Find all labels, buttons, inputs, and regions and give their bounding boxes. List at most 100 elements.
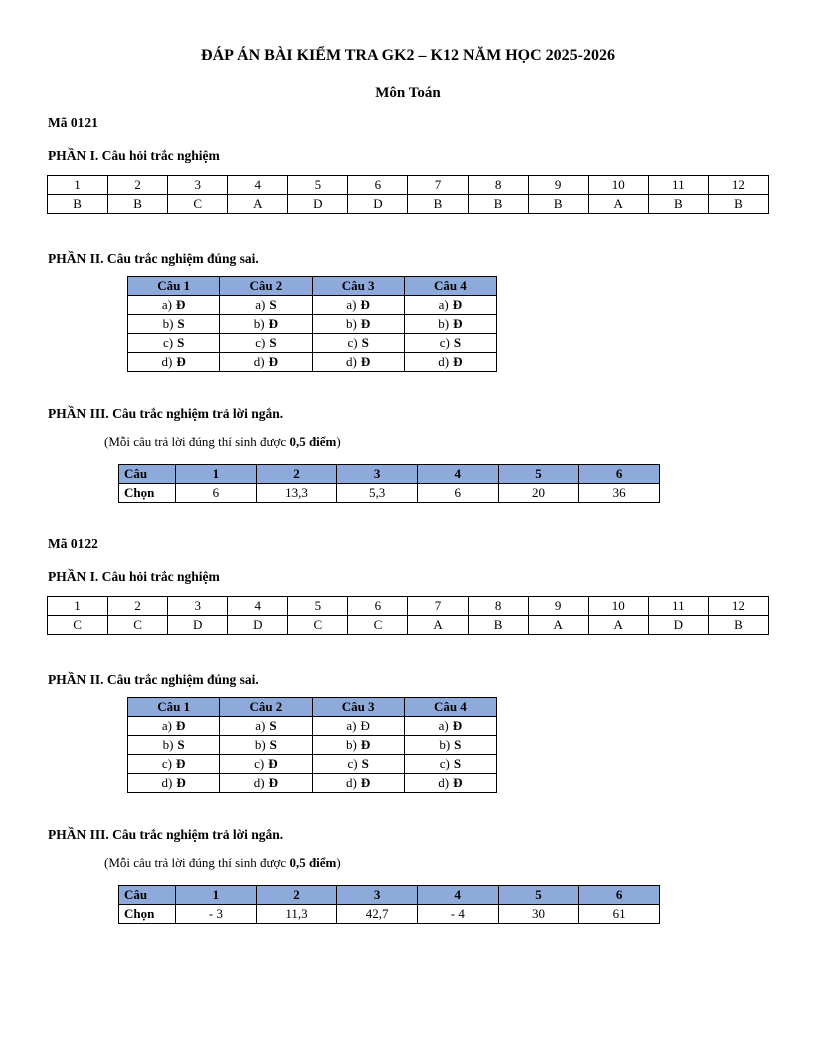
short-answer-value-row: Chọn 6 13,3 5,3 6 20 36	[118, 483, 660, 503]
truefalse-cell: c) S	[219, 333, 313, 353]
note-text-close: )	[336, 855, 341, 870]
question-number-row: 1 2 3 4 5 6 7 8 9 10 11 12	[46, 596, 770, 616]
answer-choice-cell: C	[287, 615, 349, 635]
truefalse-answer: Đ	[175, 756, 186, 771]
truefalse-answer: Đ	[176, 354, 186, 369]
short-answer-number-header: 2	[255, 464, 338, 484]
truefalse-answer: Đ	[360, 718, 370, 733]
answer-choice-cell: C	[347, 615, 409, 635]
truefalse-answer: S	[453, 756, 462, 771]
truefalse-cell: a) S	[219, 716, 313, 736]
truefalse-column-header: Câu 4	[403, 276, 498, 296]
note-points-bold: 0,5 điểm	[289, 434, 337, 449]
answer-choice-cell: C	[107, 615, 169, 635]
exam-code-label: Mã 0121	[48, 115, 98, 130]
truefalse-cell: b) Đ	[403, 314, 498, 334]
short-answer-number-header: 5	[497, 464, 580, 484]
truefalse-cell: c) S	[311, 754, 405, 774]
question-number-cell: 2	[107, 596, 169, 616]
item-letter: a)	[346, 718, 357, 733]
item-letter: c)	[162, 335, 174, 350]
item-letter: c)	[347, 756, 358, 771]
item-letter: c)	[347, 335, 358, 350]
truefalse-cell: c) S	[126, 333, 221, 353]
answer-choice-cell: B	[707, 194, 770, 214]
truefalse-cell: d) Đ	[311, 352, 405, 372]
short-answer-header-row: Câu 1 2 3 4 5 6	[118, 464, 660, 484]
question-number-cell: 9	[527, 596, 589, 616]
short-answer-value-row: Chọn - 3 11,3 42,7- 4 30 61	[118, 904, 660, 924]
short-answer-value-cell: 6	[175, 483, 257, 503]
exam-code-label: Mã 0122	[48, 536, 98, 551]
truefalse-cell: d) Đ	[311, 773, 405, 793]
truefalse-answer: Đ	[360, 354, 371, 369]
truefalse-answer: Đ	[453, 354, 463, 369]
item-letter: b)	[439, 737, 451, 752]
part3-heading: PHẦN III. Câu trắc nghiệm trả lời ngắn.	[48, 827, 284, 842]
note-text: (Mỗi câu trả lời đúng thí sinh được	[104, 434, 290, 449]
truefalse-header-row: Câu 1 Câu 2 Câu 3 Câu 4	[126, 276, 498, 296]
truefalse-cell: d) Đ	[219, 352, 313, 372]
truefalse-answer: S	[454, 737, 462, 752]
short-answer-number-header: 1	[175, 464, 257, 484]
item-letter: b)	[346, 316, 357, 331]
short-answer-value-cell: 13,3	[255, 483, 338, 503]
short-answer-number-header: 3	[336, 885, 418, 905]
short-answer-value-cell: 36	[578, 483, 660, 503]
answer-choice-cell: B	[467, 615, 529, 635]
truefalse-answer: Đ	[175, 718, 186, 733]
truefalse-answer: Đ	[360, 297, 370, 312]
question-number-cell: 4	[227, 175, 289, 195]
question-number-cell: 5	[287, 596, 349, 616]
part3-short-answer-table: Câu 1 2 3 4 5 6 Chọn 6 13,3 5,3 6 20 36	[118, 464, 660, 503]
truefalse-cell: d) Đ	[219, 773, 313, 793]
truefalse-answer: S	[453, 335, 462, 350]
truefalse-column-header: Câu 1	[126, 276, 221, 296]
truefalse-cell: c) S	[403, 754, 498, 774]
truefalse-answer: S	[177, 316, 185, 331]
truefalse-answer: Đ	[452, 297, 463, 312]
answer-choice-cell: A	[407, 615, 469, 635]
part2-heading: PHẦN II. Câu trắc nghiệm đúng sai.	[48, 251, 259, 266]
short-answer-value-cell: 11,3	[255, 904, 338, 924]
truefalse-answer: S	[177, 335, 185, 350]
truefalse-cell: b) Đ	[219, 314, 313, 334]
choice-row-label: Chọn	[118, 904, 176, 924]
short-answer-number-header: 6	[578, 464, 660, 484]
truefalse-cell: b) S	[126, 735, 221, 755]
short-answer-number-header: 4	[416, 464, 499, 484]
choice-row-label: Chọn	[118, 483, 176, 503]
truefalse-cell: c) Đ	[126, 754, 221, 774]
item-letter: c)	[254, 756, 265, 771]
truefalse-answer: S	[269, 737, 277, 752]
truefalse-answer: S	[361, 335, 369, 350]
item-letter: d)	[161, 354, 173, 369]
truefalse-cell: d) Đ	[403, 352, 498, 372]
truefalse-answer: Đ	[268, 775, 278, 790]
part3-scoring-note: (Mỗi câu trả lời đúng thí sinh được 0,5 …	[104, 854, 816, 871]
question-label-header: Câu	[118, 885, 176, 905]
truefalse-cell: d) Đ	[126, 352, 221, 372]
question-number-cell: 11	[647, 596, 709, 616]
truefalse-column-header: Câu 3	[311, 276, 405, 296]
truefalse-cell: b) S	[126, 314, 221, 334]
question-number-cell: 3	[167, 175, 229, 195]
question-number-cell: 10	[587, 596, 649, 616]
part2-heading: PHẦN II. Câu trắc nghiệm đúng sai.	[48, 672, 259, 687]
truefalse-cell: b) Đ	[311, 314, 405, 334]
item-letter: a)	[438, 718, 449, 733]
note-text: (Mỗi câu trả lời đúng thí sinh được	[104, 855, 290, 870]
short-answer-value-cell: - 3	[175, 904, 257, 924]
document-subtitle: Môn Toán	[375, 85, 441, 101]
truefalse-column-header: Câu 1	[126, 697, 221, 717]
truefalse-cell: d) Đ	[403, 773, 498, 793]
truefalse-answer: Đ	[175, 297, 186, 312]
part3-short-answer-table: Câu 1 2 3 4 5 6 Chọn - 3 11,3 42,7- 4 30 61	[118, 885, 660, 924]
